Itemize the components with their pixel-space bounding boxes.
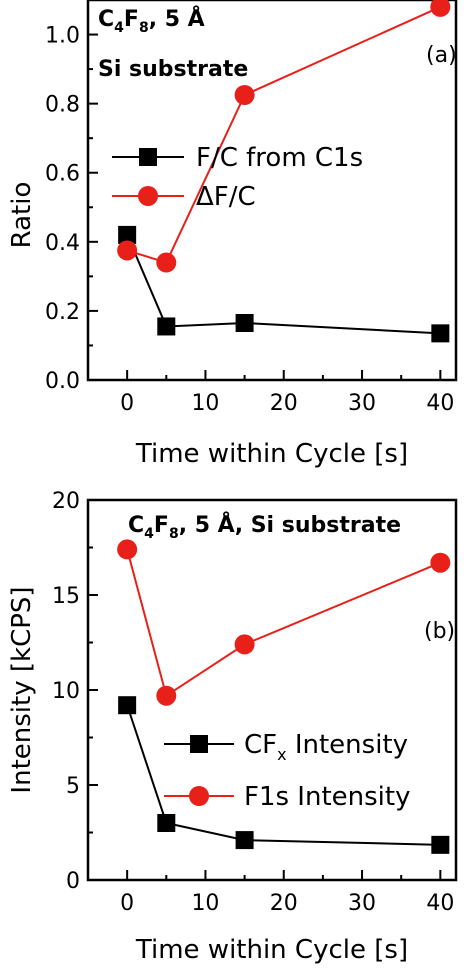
panel-b-y-tick-label: 5 bbox=[66, 774, 80, 799]
panel-a-legend-label-dfc: ΔF/C bbox=[196, 182, 256, 212]
panel-b-x-tick-label: 0 bbox=[120, 891, 134, 916]
panel-b-y-ticks: 0 5 10 15 20 bbox=[52, 489, 98, 894]
panel-b-x-ticks: 0 10 20 30 40 bbox=[120, 870, 454, 916]
panel-b-y-tick-label: 15 bbox=[52, 584, 80, 609]
panel-b-data-point-circle bbox=[430, 552, 451, 573]
panel-a-x-tick-label: 40 bbox=[426, 391, 454, 416]
panel-b: 0 10 20 30 40 0 5 10 15 20 C4F8, 5 Å, Si substra… bbox=[7, 489, 458, 965]
panel-a-x-ticks: 0 10 20 30 40 bbox=[120, 370, 454, 416]
panel-a-data-point-square bbox=[235, 314, 254, 332]
panel-b-x-tick-label: 40 bbox=[426, 891, 454, 916]
panel-a-y-tick-label: 0.4 bbox=[45, 231, 80, 256]
panel-a-x-tick-label: 20 bbox=[270, 391, 298, 416]
panel-b-data-point-circle bbox=[156, 685, 177, 706]
panel-a-y-ticks: 0.0 0.2 0.4 0.6 0.8 1.0 bbox=[45, 24, 98, 394]
panel-b-y-tick-label: 20 bbox=[52, 489, 80, 514]
panel-b-legend-marker-circle bbox=[189, 786, 209, 806]
panel-a-y-tick-label: 0.8 bbox=[45, 93, 80, 118]
panel-b-legend-label-cfx: CFx Intensity bbox=[244, 730, 408, 764]
panel-a-legend-label-fc: F/C from C1s bbox=[196, 143, 363, 173]
panel-a-y-axis-label: Ratio bbox=[7, 182, 37, 249]
panel-a-annotation-formula: C4F8, 5 Å bbox=[98, 6, 205, 36]
panel-b-x-tick-label: 10 bbox=[191, 891, 219, 916]
panel-b-y-tick-label: 0 bbox=[66, 869, 80, 894]
panel-b-series bbox=[117, 539, 451, 854]
panel-a-x-tick-label: 30 bbox=[348, 391, 376, 416]
panel-a-y-tick-label: 0.0 bbox=[45, 369, 80, 394]
panel-a-legend-marker-square bbox=[139, 148, 157, 166]
panel-a-series-line-1 bbox=[126, 5, 441, 264]
panel-b-plot-frame bbox=[86, 498, 458, 882]
panel-a-y-tick-label: 0.2 bbox=[45, 300, 80, 325]
panel-b-annotation: C4F8, 5 Å, Si substrate bbox=[128, 512, 401, 542]
panel-a-y-tick-label: 0.6 bbox=[45, 162, 80, 187]
panel-b-legend-label-f1s: F1s Intensity bbox=[244, 782, 410, 812]
panel-b-series-line-0 bbox=[126, 704, 441, 846]
panel-a-label: (a) bbox=[426, 43, 457, 68]
panel-a-data-point-square bbox=[118, 225, 137, 244]
panel-a-series bbox=[117, 0, 451, 343]
panel-b-series-line-1 bbox=[126, 549, 441, 698]
panel-a: 0 10 20 30 40 0.0 0.2 0.4 0.6 0.8 1.0 C4F8, 5 Å S… bbox=[7, 0, 458, 469]
panel-a-data-point-square bbox=[431, 324, 450, 343]
panel-b-data-point-circle bbox=[234, 634, 255, 655]
panel-a-x-tick-label: 10 bbox=[191, 391, 219, 416]
panel-a-y-tick-label: 1.0 bbox=[45, 24, 80, 49]
panel-b-x-axis-label: Time within Cycle [s] bbox=[135, 935, 408, 965]
panel-b-x-tick-label: 20 bbox=[270, 891, 298, 916]
panel-a-data-point-square bbox=[157, 317, 176, 336]
panel-b-data-point-square bbox=[157, 814, 176, 832]
panel-b-data-point-circle bbox=[117, 539, 138, 560]
panel-a-data-point-circle bbox=[430, 0, 451, 17]
panel-b-y-axis-label: Intensity [kCPS] bbox=[7, 586, 37, 793]
panel-a-data-point-circle bbox=[117, 240, 138, 261]
panel-b-legend-marker-square bbox=[190, 735, 208, 753]
panel-b-legend: CFx Intensity F1s Intensity bbox=[164, 730, 410, 812]
panel-a-data-point-circle bbox=[156, 252, 177, 273]
panel-a-data-point-circle bbox=[234, 85, 255, 105]
panel-a-x-tick-label: 0 bbox=[120, 391, 134, 416]
panel-b-label: (b) bbox=[424, 619, 455, 644]
panel-a-legend-marker-circle bbox=[138, 186, 158, 206]
panel-a-annotation-substrate: Si substrate bbox=[98, 57, 248, 82]
panel-a-legend: F/C from C1s ΔF/C bbox=[112, 143, 363, 212]
panel-b-data-point-square bbox=[235, 831, 254, 850]
panel-b-data-point-square bbox=[118, 696, 137, 715]
panel-a-series-line-0 bbox=[126, 234, 441, 335]
panel-b-x-tick-label: 30 bbox=[348, 891, 376, 916]
panel-a-plot-frame bbox=[86, 0, 458, 382]
panel-b-data-point-square bbox=[431, 835, 450, 854]
panel-a-x-axis-label: Time within Cycle [s] bbox=[135, 439, 408, 469]
panel-b-y-tick-label: 10 bbox=[52, 679, 80, 704]
